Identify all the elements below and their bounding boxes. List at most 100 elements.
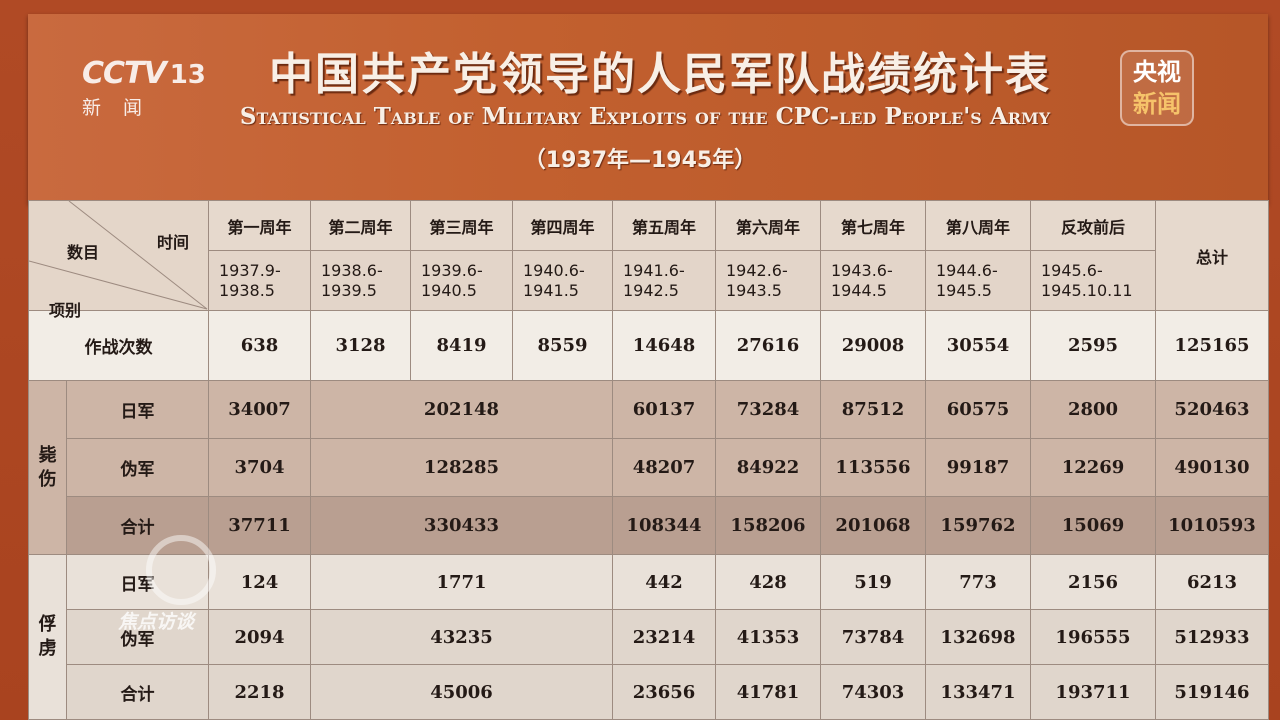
row-label: 伪军: [66, 438, 209, 497]
period-header: 第八周年: [925, 200, 1031, 251]
captured-row: 伪军 2094 43235 23214 41353 73784 132698 196555 51…: [29, 609, 1269, 665]
period-value: 108344: [612, 496, 716, 555]
period-value: 73784: [820, 609, 926, 665]
channel-sub: 新闻: [82, 97, 165, 119]
period-header: 第二周年: [310, 200, 411, 251]
total-value: 519146: [1155, 664, 1269, 720]
first-year-value: 37711: [208, 496, 311, 555]
board-title-en: Statistical Table of Military Exploits o…: [239, 103, 1051, 130]
period-dates: 1941.6- 1942.5: [612, 250, 716, 311]
casualties-row: 伪军 3704 128285 48207 84922 113556 99187 12269 49…: [29, 438, 1269, 497]
casualties-group-label: 毙伤: [28, 380, 67, 555]
corner-time: 时间: [157, 233, 190, 252]
period-value: 41353: [715, 609, 821, 665]
period-value: 23656: [612, 664, 716, 720]
battles-label: 作战次数: [28, 310, 209, 381]
group-char: 伤: [38, 468, 57, 490]
period-date-line: 1945.10.11: [1041, 280, 1133, 300]
period-value: 442: [612, 554, 716, 610]
period-dates: 1940.6- 1941.5: [512, 250, 613, 311]
period-date-line: 1941.5: [523, 280, 579, 300]
captured-group-label: 俘虏: [28, 554, 67, 720]
program-name: 焦点访谈: [118, 611, 195, 633]
captured-row: 合计 2218 45006 23656 41781 74303 133471 193711 51…: [29, 664, 1269, 720]
period-date-line: 1938.5: [219, 280, 275, 300]
period-value: 74303: [820, 664, 926, 720]
period-value: 773: [925, 554, 1031, 610]
period-value: 133471: [925, 664, 1031, 720]
total-value: 6213: [1155, 554, 1269, 610]
period-date-line: 1940.5: [421, 280, 477, 300]
battles-value: 14648: [612, 310, 716, 381]
period-date-line: 1937.9-: [219, 260, 281, 280]
period-value: 2800: [1030, 380, 1156, 439]
board-years: （1937年—1945年）: [523, 148, 757, 173]
period-value: 41781: [715, 664, 821, 720]
cctv13-logo: CCTV 13 新闻: [82, 56, 206, 120]
period-value: 23214: [612, 609, 716, 665]
period-value: 113556: [820, 438, 926, 497]
group-char: 虏: [38, 638, 57, 659]
years-2-4-value: 1771: [310, 554, 613, 610]
period-date-line: 1939.6-: [421, 260, 483, 280]
period-dates: 1945.6- 1945.10.11: [1030, 250, 1156, 311]
period-dates: 1938.6- 1939.5: [310, 250, 411, 311]
period-date-line: 1944.5: [831, 280, 887, 300]
period-value: 159762: [925, 496, 1031, 555]
period-value: 519: [820, 554, 926, 610]
row-label: 合计: [66, 664, 209, 720]
cctv-logo-text: CCTV: [82, 56, 167, 91]
period-value: 48207: [612, 438, 716, 497]
period-value: 196555: [1030, 609, 1156, 665]
total-value: 520463: [1155, 380, 1269, 439]
period-header: 第六周年: [715, 200, 821, 251]
header-row: 时间 数目 项别 第一周年 第二周年 第三周年 第四周年 第五周年 第六周年 第七周年 第八周…: [28, 200, 1269, 320]
first-year-value: 34007: [208, 380, 311, 439]
program-watermark: 焦点访谈: [118, 535, 216, 634]
period-date-line: 1942.5: [623, 280, 679, 300]
diagonal-lines: [29, 201, 208, 310]
battles-value: 30554: [925, 310, 1031, 381]
total-header: 总计: [1155, 200, 1269, 311]
group-char: 毙: [38, 444, 57, 466]
first-year-value: 2094: [208, 609, 311, 665]
period-value: 15069: [1030, 496, 1156, 555]
period-date-line: 1940.6-: [523, 260, 585, 280]
period-value: 428: [715, 554, 821, 610]
period-value: 60575: [925, 380, 1031, 439]
group-char: 俘: [38, 614, 57, 635]
period-value: 12269: [1030, 438, 1156, 497]
battles-value: 2595: [1030, 310, 1156, 381]
period-date-line: 1945.6-: [1041, 260, 1103, 280]
years-2-4-value: 45006: [310, 664, 613, 720]
period-value: 73284: [715, 380, 821, 439]
statistics-table: 时间 数目 项别 第一周年 第二周年 第三周年 第四周年 第五周年 第六周年 第七周年 第八周…: [28, 200, 1269, 720]
period-value: 60137: [612, 380, 716, 439]
period-date-line: 1939.5: [321, 280, 377, 300]
corner-category: 项别: [49, 301, 82, 320]
corner-cell: 时间 数目 项别: [28, 200, 209, 320]
row-label: 伪军: [66, 609, 209, 665]
period-value: 132698: [925, 609, 1031, 665]
period-value: 158206: [715, 496, 821, 555]
period-date-line: 1944.6-: [936, 260, 998, 280]
logo-bottom: 新闻: [1133, 90, 1181, 118]
period-dates: 1944.6- 1945.5: [925, 250, 1031, 311]
period-header: 反攻前后: [1030, 200, 1156, 251]
period-value: 193711: [1030, 664, 1156, 720]
period-value: 99187: [925, 438, 1031, 497]
period-header: 第五周年: [612, 200, 716, 251]
battles-value: 125165: [1155, 310, 1269, 381]
first-year-value: 3704: [208, 438, 311, 497]
period-date-line: 1941.6-: [623, 260, 685, 280]
battles-value: 8559: [512, 310, 613, 381]
channel-number: 13: [169, 60, 206, 90]
battles-row: 作战次数 638 3128 8419 8559 14648 27616 29008 30554…: [28, 310, 1269, 381]
period-date-line: 1943.5: [726, 280, 782, 300]
row-label: 日军: [66, 380, 209, 439]
corner-count: 数目: [67, 243, 100, 262]
period-date-line: 1945.5: [936, 280, 992, 300]
period-date-line: 1943.6-: [831, 260, 893, 280]
battles-value: 3128: [310, 310, 411, 381]
period-date-line: 1938.6-: [321, 260, 383, 280]
